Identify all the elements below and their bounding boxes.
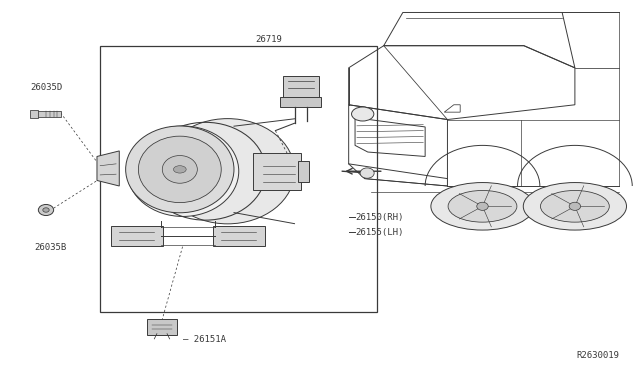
Text: – 26151A: – 26151A — [183, 335, 226, 344]
Text: 26155(LH): 26155(LH) — [355, 228, 403, 237]
Ellipse shape — [127, 126, 239, 217]
Text: R2630019: R2630019 — [577, 350, 620, 359]
Ellipse shape — [360, 168, 374, 178]
Bar — [36, 111, 61, 117]
FancyBboxPatch shape — [283, 76, 319, 102]
FancyBboxPatch shape — [280, 97, 321, 108]
Ellipse shape — [540, 190, 609, 222]
Ellipse shape — [431, 183, 534, 230]
Ellipse shape — [138, 136, 221, 203]
Ellipse shape — [163, 155, 197, 183]
Ellipse shape — [477, 202, 488, 211]
Circle shape — [173, 166, 186, 173]
Polygon shape — [97, 151, 119, 186]
Ellipse shape — [43, 208, 49, 212]
Bar — [298, 161, 309, 182]
Bar — [30, 110, 38, 118]
Text: 26150(RH): 26150(RH) — [355, 213, 403, 222]
Ellipse shape — [125, 126, 234, 213]
FancyBboxPatch shape — [213, 225, 264, 246]
Text: 26035D: 26035D — [30, 83, 62, 92]
Ellipse shape — [448, 190, 517, 222]
Text: 26035B: 26035B — [35, 243, 67, 252]
Ellipse shape — [161, 119, 294, 224]
Ellipse shape — [351, 107, 374, 121]
FancyBboxPatch shape — [111, 225, 163, 246]
FancyBboxPatch shape — [147, 319, 177, 335]
Ellipse shape — [524, 183, 627, 230]
Ellipse shape — [569, 202, 580, 211]
Ellipse shape — [38, 205, 54, 215]
Bar — [100, 46, 378, 311]
FancyBboxPatch shape — [253, 153, 301, 190]
Text: 26719: 26719 — [255, 35, 282, 44]
